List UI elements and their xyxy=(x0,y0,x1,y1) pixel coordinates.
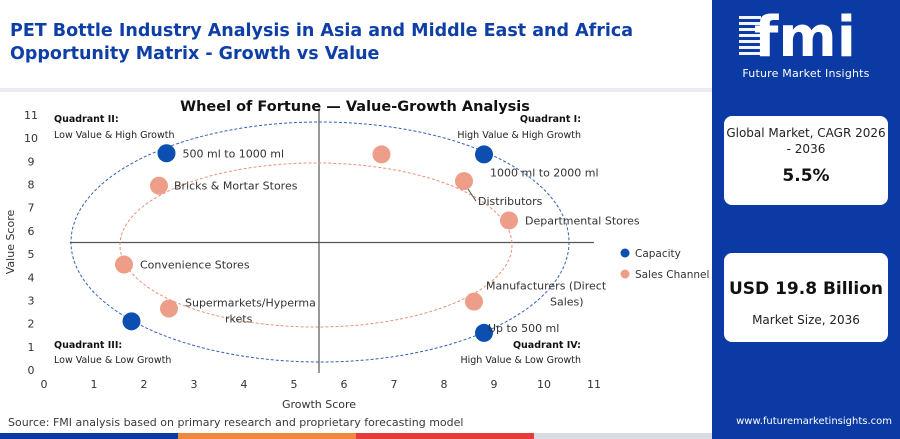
legend-sales-channel-swatch xyxy=(620,269,630,279)
y-tick-label: 5 xyxy=(28,248,35,261)
wheel-ellipses xyxy=(70,121,570,363)
main-panel: PET Bottle Industry Analysis in Asia and… xyxy=(0,21,712,439)
point-label: Bricks & Mortar Stores xyxy=(174,180,298,193)
quadrant-title: Quadrant IV: xyxy=(513,340,581,351)
y-tick-label: 8 xyxy=(28,179,35,192)
cagr-value: 5.5% xyxy=(782,166,830,186)
capacity-point xyxy=(122,312,141,331)
x-tick-label: 4 xyxy=(241,378,248,391)
header-divider xyxy=(0,88,712,92)
quadrant-subtitle: High Value & High Growth xyxy=(457,130,581,141)
y-tick-label: 7 xyxy=(28,202,35,215)
quadrant-subtitle: Low Value & High Growth xyxy=(54,130,175,141)
legend-label: Capacity xyxy=(635,248,681,260)
point-label: 500 ml to 1000 ml xyxy=(183,147,285,160)
point-label-line: rkets xyxy=(225,313,253,326)
market-size-label: Market Size, 2036 xyxy=(752,313,860,327)
market-size-value: USD 19.8 Billion xyxy=(729,279,883,299)
legend-label: Sales Channel xyxy=(635,269,709,281)
opportunity-matrix-chart: 0 1 2 3 4 5 6 7 8 9 10 11 0 1 2 3 4 5 6 7 8 9 10 11 Quadrant II… xyxy=(4,99,709,411)
x-tick-label: 5 xyxy=(291,378,298,391)
data-labels: 500 ml to 1000 ml 1000 ml to 2000 ml Up to… xyxy=(140,147,640,335)
axes: 0 1 2 3 4 5 6 7 8 9 10 11 0 1 2 3 4 5 6 7 8 9 10 11 xyxy=(24,109,601,391)
y-tick-label: 10 xyxy=(24,132,38,145)
y-tick-label: 11 xyxy=(24,109,38,122)
point-label: Up to 500 ml xyxy=(488,322,559,335)
quadrant-title: Quadrant II: xyxy=(54,114,119,125)
x-tick-label: 0 xyxy=(41,378,48,391)
sidebar xyxy=(712,0,900,439)
chart-title: Wheel of Fortune — Value-Growth Analysis xyxy=(180,99,530,115)
page-title: PET Bottle Industry Analysis in Asia and… xyxy=(10,21,634,64)
fmi-logo: fmi xyxy=(739,6,856,66)
quadrant-subtitle: High Value & Low Growth xyxy=(460,355,581,366)
x-tick-label: 8 xyxy=(441,378,448,391)
cagr-label: Global Market, CAGR 2026 - 2036 xyxy=(726,126,886,156)
x-tick-label: 1 xyxy=(91,378,98,391)
point-label: 1000 ml to 2000 ml xyxy=(490,166,599,179)
y-tick-label: 4 xyxy=(28,271,35,284)
point-label: Distributors xyxy=(478,195,543,208)
y-tick-label: 3 xyxy=(28,294,35,307)
distributors-leader-line xyxy=(467,188,477,202)
outer-ellipse xyxy=(70,121,570,363)
bottom-bar-segment xyxy=(534,433,712,439)
x-tick-label: 9 xyxy=(491,378,498,391)
sales-channel-point xyxy=(465,292,483,311)
y-tick-label: 6 xyxy=(28,225,35,238)
x-tick-label: 3 xyxy=(191,378,198,391)
sales-channel-point xyxy=(455,172,473,191)
x-tick-label: 7 xyxy=(391,378,398,391)
sales-channel-point xyxy=(372,145,391,164)
sales-channel-point xyxy=(160,299,178,318)
inner-ellipse xyxy=(119,162,513,328)
cagr-card: Global Market, CAGR 2026 - 2036 5.5% xyxy=(724,116,888,205)
y-tick-label: 0 xyxy=(28,364,35,377)
x-tick-label: 6 xyxy=(341,378,348,391)
x-tick-label: 11 xyxy=(587,378,601,391)
quadrant-title: Quadrant III: xyxy=(54,340,122,351)
x-tick-label: 2 xyxy=(141,378,148,391)
point-label-line: Manufacturers (Direct xyxy=(486,280,607,293)
quadrant-title: Quadrant I: xyxy=(520,114,581,125)
point-label-line: Supermarkets/Hyperma xyxy=(185,297,316,310)
quadrant-labels: Quadrant II: Low Value & High Growth Quadr… xyxy=(54,114,581,366)
capacity-point xyxy=(475,323,493,342)
bottom-bar-segment xyxy=(356,433,534,439)
point-label-line: Sales) xyxy=(550,296,584,309)
bottom-bar-segment xyxy=(0,433,178,439)
source-note: Source: FMI analysis based on primary re… xyxy=(8,416,464,429)
logo-subtitle: Future Market Insights xyxy=(742,67,870,80)
bottom-color-bar xyxy=(0,433,712,439)
point-label: Supermarkets/Hyperma rkets xyxy=(185,297,316,326)
legend: Capacity Sales Channel xyxy=(620,248,709,281)
y-tick-label: 1 xyxy=(28,341,35,354)
point-label: Departmental Stores xyxy=(525,214,640,227)
legend-capacity-swatch xyxy=(620,248,630,258)
capacity-point xyxy=(157,144,176,163)
capacity-point xyxy=(475,145,493,164)
x-axis-label: Growth Score xyxy=(282,398,356,411)
sales-channel-point xyxy=(500,211,518,230)
y-axis-label: Value Score xyxy=(4,210,17,275)
y-tick-label: 9 xyxy=(28,155,35,168)
market-size-card: USD 19.8 Billion Market Size, 2036 xyxy=(724,253,888,342)
sales-channel-point xyxy=(115,255,133,274)
website-link[interactable]: www.futuremarketinsights.com xyxy=(736,416,892,427)
sales-channel-point xyxy=(150,176,168,195)
bottom-bar-segment xyxy=(178,433,356,439)
x-tick-label: 10 xyxy=(537,378,551,391)
quadrant-lines xyxy=(70,109,594,373)
data-points xyxy=(115,144,518,342)
logo-text: fmi xyxy=(754,6,856,66)
point-label: Convenience Stores xyxy=(140,259,250,272)
point-label: Manufacturers (Direct Sales) xyxy=(486,280,607,309)
y-tick-label: 2 xyxy=(28,318,35,331)
quadrant-subtitle: Low Value & Low Growth xyxy=(54,355,171,366)
